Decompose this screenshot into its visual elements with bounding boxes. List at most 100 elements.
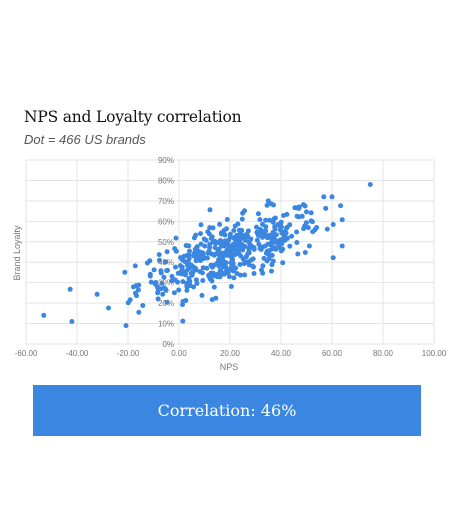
data-point <box>184 267 190 273</box>
data-point <box>339 243 345 249</box>
data-point <box>266 256 272 262</box>
data-point <box>294 213 300 219</box>
data-point <box>209 278 215 284</box>
data-point <box>216 263 222 269</box>
data-point <box>231 275 237 281</box>
data-point <box>198 231 203 237</box>
data-point <box>236 227 242 233</box>
data-point <box>222 243 227 249</box>
data-point <box>271 202 276 208</box>
data-point <box>217 221 223 227</box>
data-point <box>204 255 210 261</box>
data-point <box>302 223 308 229</box>
data-point <box>242 244 248 249</box>
data-point <box>251 245 257 250</box>
data-point <box>299 213 305 219</box>
data-point <box>242 208 247 214</box>
y-tick-label: 60% <box>158 217 174 226</box>
data-point <box>165 267 171 273</box>
data-point <box>212 238 218 244</box>
data-point <box>265 198 271 204</box>
data-point <box>228 260 234 266</box>
data-point <box>295 251 301 257</box>
data-point <box>271 216 277 222</box>
data-point <box>256 241 262 247</box>
data-point <box>237 272 243 278</box>
data-point <box>169 273 175 279</box>
data-point <box>261 255 267 261</box>
data-point <box>224 217 230 222</box>
data-point <box>200 278 206 283</box>
data-point <box>191 235 197 241</box>
data-point <box>173 264 178 270</box>
data-point <box>147 258 153 264</box>
data-point <box>187 248 192 254</box>
data-point <box>193 277 199 283</box>
data-point <box>160 291 166 297</box>
data-point <box>211 252 217 258</box>
data-point <box>155 296 161 302</box>
y-tick-label: 70% <box>158 197 174 206</box>
data-point <box>296 205 302 211</box>
data-point <box>237 237 243 243</box>
chart-title: NPS and Loyalty correlation <box>24 108 242 126</box>
data-point <box>276 244 282 250</box>
data-point <box>231 268 236 274</box>
data-point <box>135 287 141 293</box>
data-point <box>259 267 264 273</box>
data-point <box>69 319 75 324</box>
data-point <box>243 254 249 260</box>
data-point <box>289 233 295 239</box>
data-point <box>272 224 278 230</box>
data-point <box>306 243 312 249</box>
x-tick-label: -60.00 <box>15 349 38 358</box>
data-point <box>219 231 224 237</box>
data-point <box>284 235 290 241</box>
data-point <box>231 241 236 247</box>
data-point <box>161 274 167 280</box>
data-point <box>207 274 213 280</box>
data-point <box>330 255 336 261</box>
data-point <box>186 255 192 261</box>
data-point <box>134 293 139 299</box>
data-point <box>267 217 272 223</box>
data-point <box>231 228 237 233</box>
data-point <box>274 240 280 246</box>
data-point <box>203 237 209 243</box>
data-point <box>193 267 199 273</box>
data-point <box>302 250 308 255</box>
chart-subtitle: Dot = 466 US brands <box>24 132 146 147</box>
data-point <box>242 272 248 278</box>
data-point <box>148 279 154 285</box>
data-point <box>207 225 213 231</box>
x-tick-label: 40.00 <box>271 349 292 358</box>
correlation-banner: Correlation: 46% <box>33 385 421 436</box>
data-point <box>239 216 245 222</box>
data-point <box>171 290 177 296</box>
data-point <box>269 252 275 258</box>
data-point <box>197 249 203 255</box>
data-point <box>180 257 186 263</box>
data-point <box>181 253 187 259</box>
data-point <box>255 211 261 217</box>
data-point <box>330 222 336 227</box>
data-point <box>172 277 178 283</box>
data-point <box>223 269 229 275</box>
x-tick-label: -20.00 <box>117 349 140 358</box>
data-point <box>179 264 185 270</box>
y-tick-label: 80% <box>158 176 174 185</box>
data-point <box>183 298 189 303</box>
data-point <box>338 203 344 209</box>
y-tick-label: 30% <box>158 279 174 288</box>
data-point <box>236 243 242 249</box>
data-point <box>237 262 243 267</box>
data-point <box>217 274 223 280</box>
data-point <box>153 280 159 285</box>
data-point <box>238 253 244 259</box>
data-point <box>280 260 286 266</box>
data-point <box>207 241 213 247</box>
data-point <box>147 271 153 277</box>
data-point <box>279 230 285 236</box>
y-axis-label: Brand Loyalty <box>12 225 22 281</box>
y-tick-label: 90% <box>158 156 174 165</box>
